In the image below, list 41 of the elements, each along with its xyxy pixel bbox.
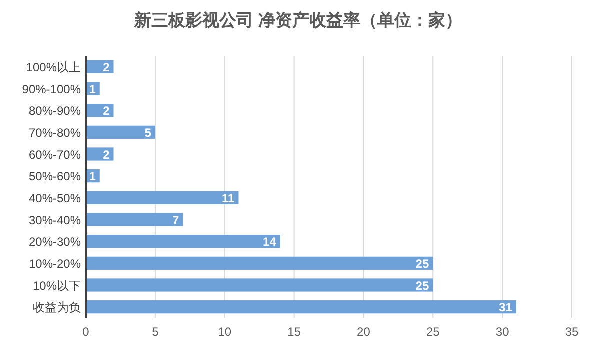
data-label: 14 (263, 235, 277, 250)
bar (86, 126, 156, 139)
data-label: 25 (416, 256, 430, 271)
data-label: 2 (103, 148, 110, 162)
y-tick-label: 30%-40% (28, 213, 82, 228)
y-tick-label: 10%以下 (32, 278, 81, 293)
bar (86, 148, 114, 161)
y-tick-label: 50%-60% (28, 170, 82, 184)
data-label: 1 (89, 82, 96, 96)
x-tick-label: 20 (357, 325, 371, 339)
bar (86, 256, 434, 270)
data-label: 7 (172, 213, 180, 228)
y-tick-label: 60%-70% (28, 148, 82, 162)
data-label: 1 (89, 170, 96, 184)
y-tick-label: 70%-80% (28, 126, 82, 140)
y-tick-label: 100%以上 (26, 60, 81, 74)
y-tick-label: 10%-20% (28, 256, 82, 271)
x-tick-label: 0 (82, 325, 90, 339)
x-tick-label: 15 (288, 325, 302, 339)
y-tick-label: 90%-100% (22, 82, 82, 96)
x-tick-label: 10 (218, 325, 232, 339)
x-tick-label: 5 (152, 325, 160, 339)
y-tick-label: 40%-50% (28, 191, 82, 206)
y-tick-label: 80%-90% (28, 104, 82, 118)
data-label: 25 (416, 278, 430, 293)
y-tick-label: 20%-30% (28, 235, 82, 250)
bar (86, 213, 184, 226)
bar (86, 300, 516, 314)
bar (86, 278, 434, 292)
x-tick-label: 25 (426, 325, 440, 339)
x-tick-label: 35 (565, 325, 579, 339)
x-tick-label: 30 (496, 325, 510, 339)
data-label: 5 (144, 126, 152, 140)
data-label: 11 (222, 191, 236, 206)
data-label: 31 (499, 300, 513, 315)
data-label: 2 (103, 60, 110, 74)
bar (86, 235, 280, 248)
bar (86, 191, 239, 204)
data-label: 2 (103, 104, 110, 118)
chart-title: 新三板影视公司 净资产收益率（单位：家） (134, 11, 462, 30)
y-tick-label: 收益为负 (33, 300, 81, 315)
